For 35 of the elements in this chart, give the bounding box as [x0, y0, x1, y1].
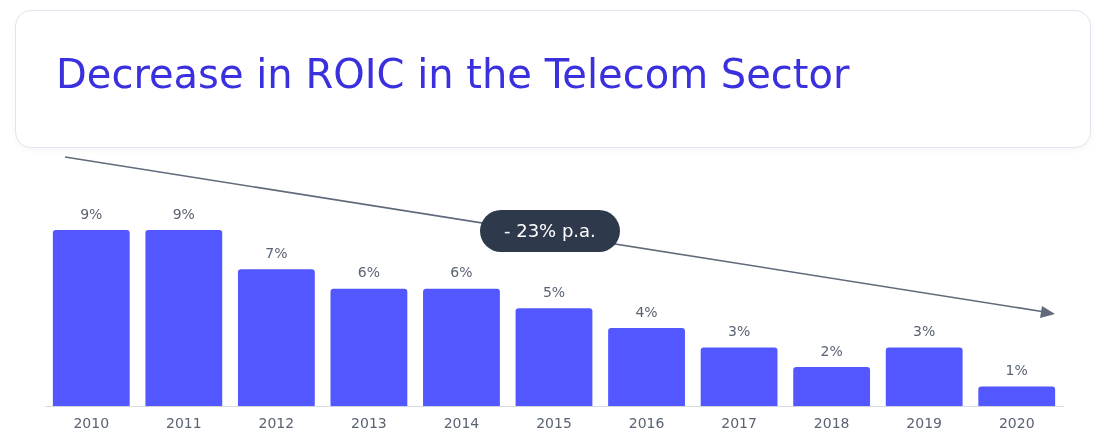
data-label: 9% [80, 205, 103, 222]
x-tick-label: 2016 [628, 415, 665, 432]
bar [423, 288, 500, 407]
data-label: 2% [820, 342, 843, 359]
data-label: 9% [172, 205, 195, 222]
x-tick-label: 2010 [73, 415, 110, 432]
data-label: 6% [357, 264, 381, 281]
x-tick-label: 2014 [443, 415, 480, 432]
bar [978, 386, 1056, 407]
x-tick-label: 2011 [166, 415, 202, 432]
chart-title: Decrease in ROIC in the Telecom Sector [56, 51, 850, 97]
bar [52, 230, 130, 407]
bar [608, 327, 685, 407]
data-label: 3% [727, 323, 751, 340]
bar [237, 269, 315, 407]
x-tick-label: 2012 [258, 415, 295, 432]
bar [515, 308, 593, 407]
x-tick-label: 2019 [906, 415, 942, 432]
x-tick-label: 2017 [721, 415, 757, 432]
x-tick-label: 2018 [813, 415, 850, 432]
data-label: 3% [913, 323, 936, 340]
annotation: - 23% p.a. [480, 210, 620, 252]
x-tick-label: 2020 [998, 415, 1035, 432]
data-label: 7% [265, 244, 288, 261]
data-label: 4% [635, 303, 658, 320]
x-tick-label: 2013 [351, 415, 387, 432]
data-label: 1% [1005, 362, 1028, 379]
data-label: 5% [542, 283, 566, 300]
bar [330, 288, 408, 407]
bar [885, 347, 963, 407]
bar [793, 367, 871, 407]
x-tick-label: 2015 [536, 415, 572, 432]
bar [700, 347, 778, 407]
data-label: 6% [450, 264, 473, 281]
bar [145, 230, 223, 407]
